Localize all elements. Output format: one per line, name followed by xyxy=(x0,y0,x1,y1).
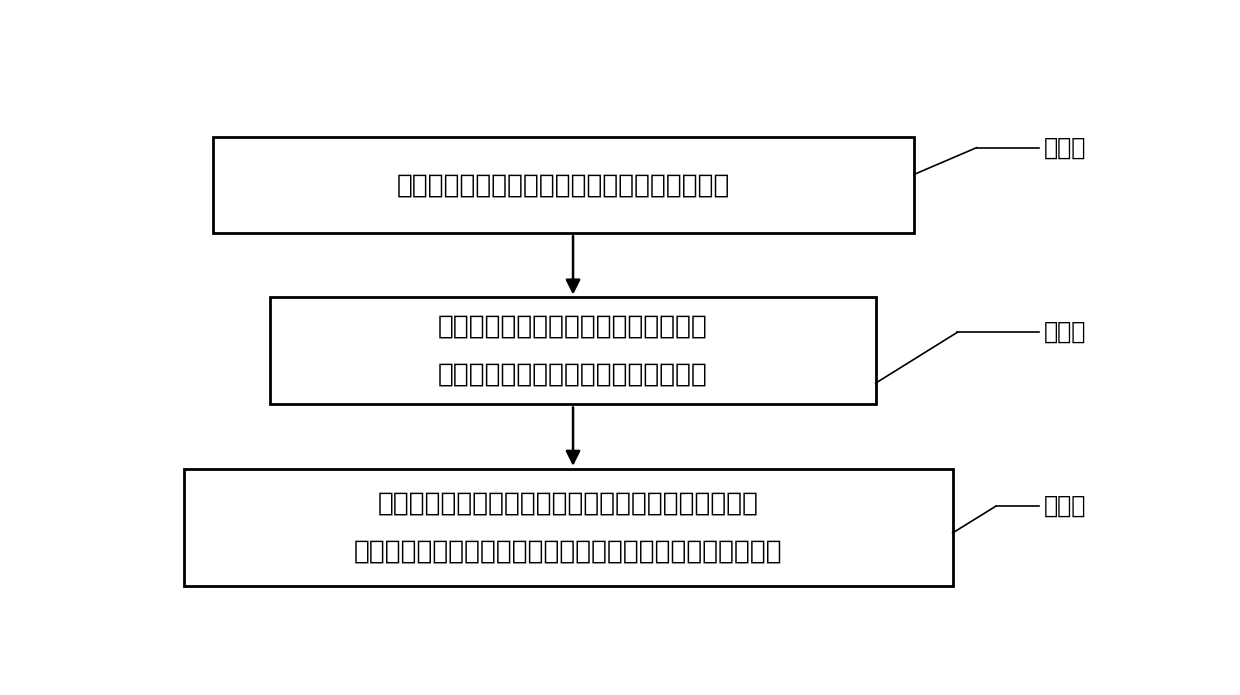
Text: 根据二自由度车辆横摆动力学模型设计: 根据二自由度车辆横摆动力学模型设计 xyxy=(438,314,708,340)
Bar xyxy=(270,297,875,404)
Text: 的直接横摆力矩，保证车辆横摆角速度对其参考稳态值的跟踪: 的直接横摆力矩，保证车辆横摆角速度对其参考稳态值的跟踪 xyxy=(353,539,782,564)
Text: 建立车辆转弯时的二自由度车辆横摆动力学模型: 建立车辆转弯时的二自由度车辆横摆动力学模型 xyxy=(397,172,730,198)
Bar xyxy=(184,468,952,587)
Text: 通过基于饱和自适应的车辆横摆稳定控制器来调节车辆: 通过基于饱和自适应的车辆横摆稳定控制器来调节车辆 xyxy=(378,491,759,516)
Text: 步骤一: 步骤一 xyxy=(1044,136,1086,160)
Text: 步骤二: 步骤二 xyxy=(1044,320,1086,344)
Bar xyxy=(213,137,914,234)
Text: 步骤三: 步骤三 xyxy=(1044,494,1086,518)
Text: 基于饱和自适应的车辆横摆稳定控制器: 基于饱和自适应的车辆横摆稳定控制器 xyxy=(438,362,708,388)
